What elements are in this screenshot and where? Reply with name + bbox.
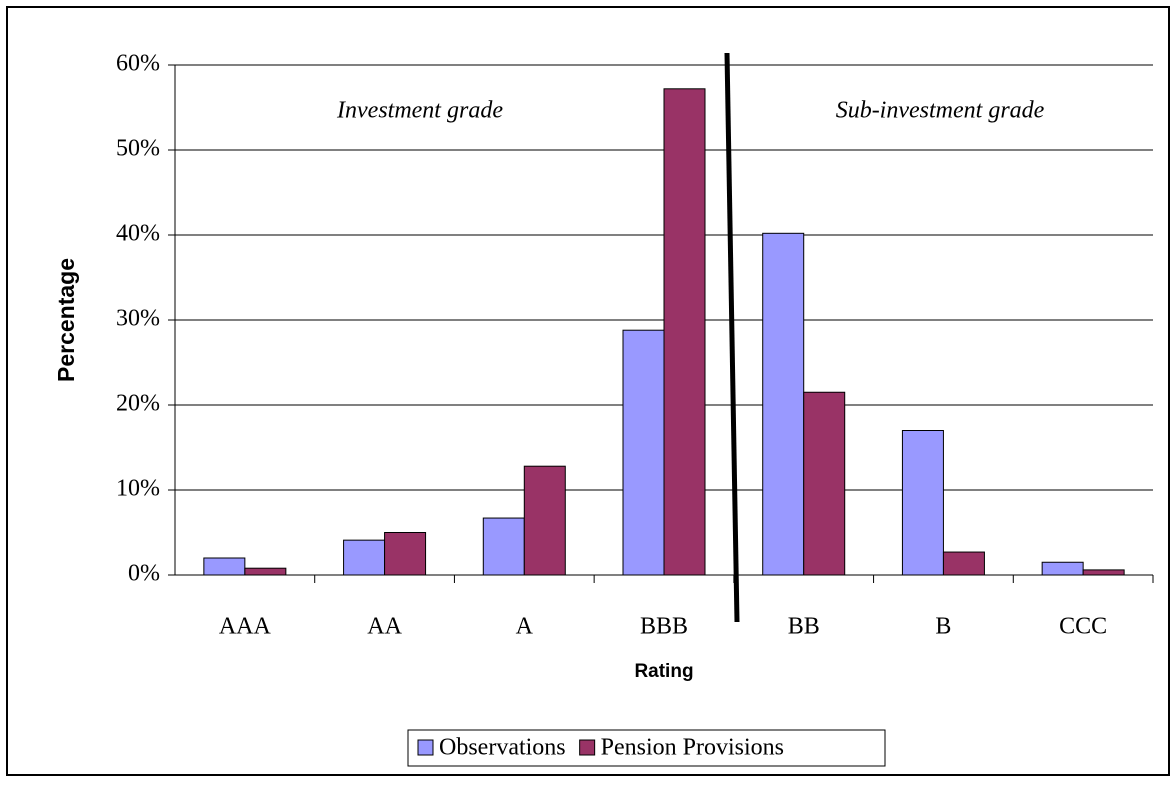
annotation: Sub-investment grade [836,98,1045,124]
y-tick-label: 50% [116,136,160,162]
chart-border [6,6,1170,776]
y-tick-label: 40% [116,221,160,247]
bar [203,557,246,576]
y-tick-label: 60% [116,51,160,77]
bar [244,567,287,576]
x-tick-label: AA [367,614,402,640]
bar [384,532,427,576]
y-tick-label: 0% [128,561,160,587]
x-tick-label: CCC [1059,614,1107,640]
y-axis-title: Percentage [53,258,79,382]
bar [942,551,985,576]
y-tick-label: 30% [116,306,160,332]
bar [901,430,944,576]
legend-swatch [417,739,434,756]
x-axis-title: Rating [634,661,693,682]
legend: Observations Pension Provisions [417,735,784,761]
x-tick-label: A [516,614,534,640]
legend-swatch [579,739,596,756]
bar [762,232,805,576]
bar [622,329,665,576]
bar [1082,569,1125,576]
bar [1041,561,1084,576]
bar [803,391,846,576]
annotation: Investment grade [336,98,503,124]
bar [523,465,566,576]
y-tick-label: 10% [116,476,160,502]
legend-box [407,729,886,767]
x-tick-label: B [935,614,951,640]
y-tick-label: 20% [116,391,160,417]
bar [482,517,525,576]
bars [203,88,1125,576]
x-tick-label: BBB [640,614,688,640]
bar [343,539,386,576]
legend-label: Observations [439,735,566,761]
legend-label: Pension Provisions [601,735,784,761]
divider [724,52,740,623]
x-tick-label: BB [788,614,820,640]
x-tick-label: AAA [219,614,272,640]
bar [663,88,706,576]
